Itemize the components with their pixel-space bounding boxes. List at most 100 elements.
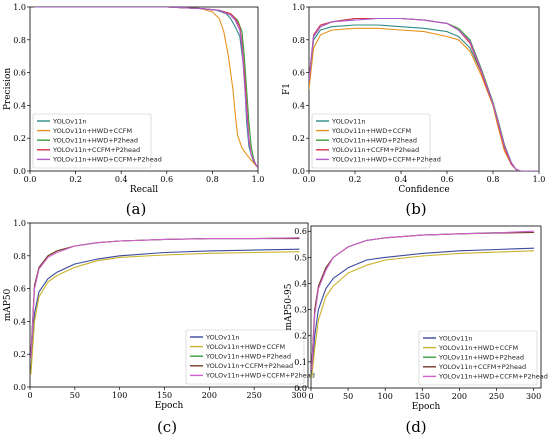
y-tick-label: 1.0 [13,219,26,228]
y-tick-label: 0.6 [294,227,307,236]
x-tick-label: 0.8 [487,175,500,184]
y-tick-label: 0.6 [292,69,305,78]
x-tick-label: 0.6 [160,175,173,184]
y-tick-label: 0.4 [13,101,26,110]
legend-box [185,329,305,385]
y-tick-label: 1.0 [292,3,305,12]
legend-label: YOLOv11n+HWD+CCFM [52,127,132,135]
y-tick-label: 0.2 [13,134,26,143]
legend-label: YOLOv11n+CCFM+P2head [52,146,140,154]
x-tick-label: 0.4 [395,175,408,184]
legend-label: YOLOv11n+HWD+CCFM [331,127,411,135]
y-axis-title: Precision [3,68,13,111]
legend-box [311,113,431,169]
x-axis-title: Recall [130,185,158,195]
legend-label: YOLOv11n+HWD+P2head [331,137,417,145]
x-tick-label: 0 [27,391,32,400]
legend-label: YOLOv11n [205,333,239,341]
legend-label: YOLOv11n+HWD+P2head [52,137,138,145]
series-line-2 [30,251,300,375]
legend: YOLOv11n YOLOv11n+HWD+CCFM YOLOv11n+HWD+P2… [311,113,441,169]
x-tick-label: 250 [489,392,504,401]
legend-label: YOLOv11n [52,117,86,125]
y-axis-title: mAP50-95 [284,283,294,330]
y-tick-label: 0.4 [13,317,26,326]
x-tick-label: 300 [291,391,306,400]
y-tick-label: 0.4 [294,279,307,288]
legend-label: YOLOv11n+HWD+CCFM [205,343,285,351]
x-tick-label: 50 [70,391,80,400]
y-tick-label: 0.6 [13,69,26,78]
series-line-5 [311,230,535,371]
y-tick-label: 0.0 [13,167,26,176]
x-tick-label: 150 [415,392,430,401]
y-tick-label: 1.0 [13,3,26,12]
legend-label: YOLOv11n [438,334,472,342]
x-tick-label: 0.2 [349,175,362,184]
x-axis-title: Epoch [412,402,441,412]
x-tick-label: 100 [112,391,127,400]
x-tick-label: 50 [343,392,353,401]
x-tick-label: 200 [202,391,217,400]
legend-label: YOLOv11n+HWD+CCFM [438,344,518,352]
y-tick-label: 0.4 [292,101,305,110]
legend-label: YOLOv11n+HWD+CCFM+P2head [438,373,548,381]
x-tick-label: 0.0 [24,175,37,184]
legend-box [418,330,538,386]
legend-label: YOLOv11n+HWD+CCFM+P2head [205,372,315,380]
series-line-1 [30,248,300,372]
y-tick-label: 0.8 [292,36,305,45]
legend-label: YOLOv11n+CCFM+P2head [438,363,526,371]
y-tick-label: 0.2 [13,350,26,359]
chart-panel-2: 0.0 0.2 0.4 0.6 0.8 1.0 0.0 0.2 0.4 0.6 0.8 1.0 Conf… [282,3,545,218]
x-tick-label: 1.0 [252,175,265,184]
legend-label: YOLOv11n+CCFM+P2head [331,146,419,154]
y-tick-label: 0.6 [13,285,26,294]
x-tick-label: 200 [452,392,467,401]
x-tick-label: 0 [308,392,313,401]
y-axis-title: mAP50 [3,288,13,321]
chart-panel-3: 0 50 100 150 200 250 3000.00.20.40.60.81.0Epoc… [3,219,315,436]
x-tick-label: 0.2 [69,175,82,184]
y-tick-label: 0.2 [292,134,305,143]
plot-frame [29,222,309,388]
panel-caption: (d) [405,418,426,436]
legend-label: YOLOv11n [331,117,365,125]
legend-label: YOLOv11n+CCFM+P2head [205,362,293,370]
legend-label: YOLOv11n+HWD+P2head [205,353,291,361]
x-tick-label: 100 [378,392,393,401]
legend: YOLOv11n YOLOv11n+HWD+CCFM YOLOv11n+HWD+P2… [32,113,162,169]
x-tick-label: 300 [526,392,541,401]
legend-label: YOLOv11n+HWD+CCFM+P2head [331,156,441,164]
x-tick-label: 0.8 [206,175,219,184]
plot-frame [310,225,542,389]
legend: YOLOv11n YOLOv11n+HWD+CCFM YOLOv11n+HWD+P2… [185,329,315,385]
y-tick-label: 0.5 [294,253,307,262]
y-tick-label: 0.8 [13,36,26,45]
y-axis-title: F1 [282,83,292,95]
series-group [34,7,258,169]
x-axis-title: Epoch [155,401,184,411]
series-line-5 [309,17,539,171]
series-line-5 [30,237,300,359]
y-tick-label: 0.0 [294,384,307,393]
chart-panel-1: 0.0 0.2 0.4 0.6 0.8 1.0 0.0 0.2 0.4 0.6 0.8 1.0 Reca… [3,3,264,218]
y-tick-label: 0.0 [13,383,26,392]
panel-caption: (b) [405,200,426,218]
panel-caption: (c) [157,418,177,436]
chart-panel-4: 0 50 100 150 200 250 3000.00.10.20.30.40.50.6E… [284,225,548,436]
legend-box [32,113,152,169]
series-line-2 [311,250,535,379]
series-group [309,17,539,171]
series-group [311,230,535,379]
series-line-5 [34,7,258,169]
y-tick-label: 0.1 [294,358,307,367]
x-tick-label: 150 [157,391,172,400]
x-tick-label: 1.0 [533,175,546,184]
series-line-2 [34,7,258,169]
x-tick-label: 250 [247,391,262,400]
series-group [30,237,300,375]
y-tick-label: 0.2 [294,332,307,341]
legend-label: YOLOv11n+HWD+CCFM+P2head [52,156,162,164]
